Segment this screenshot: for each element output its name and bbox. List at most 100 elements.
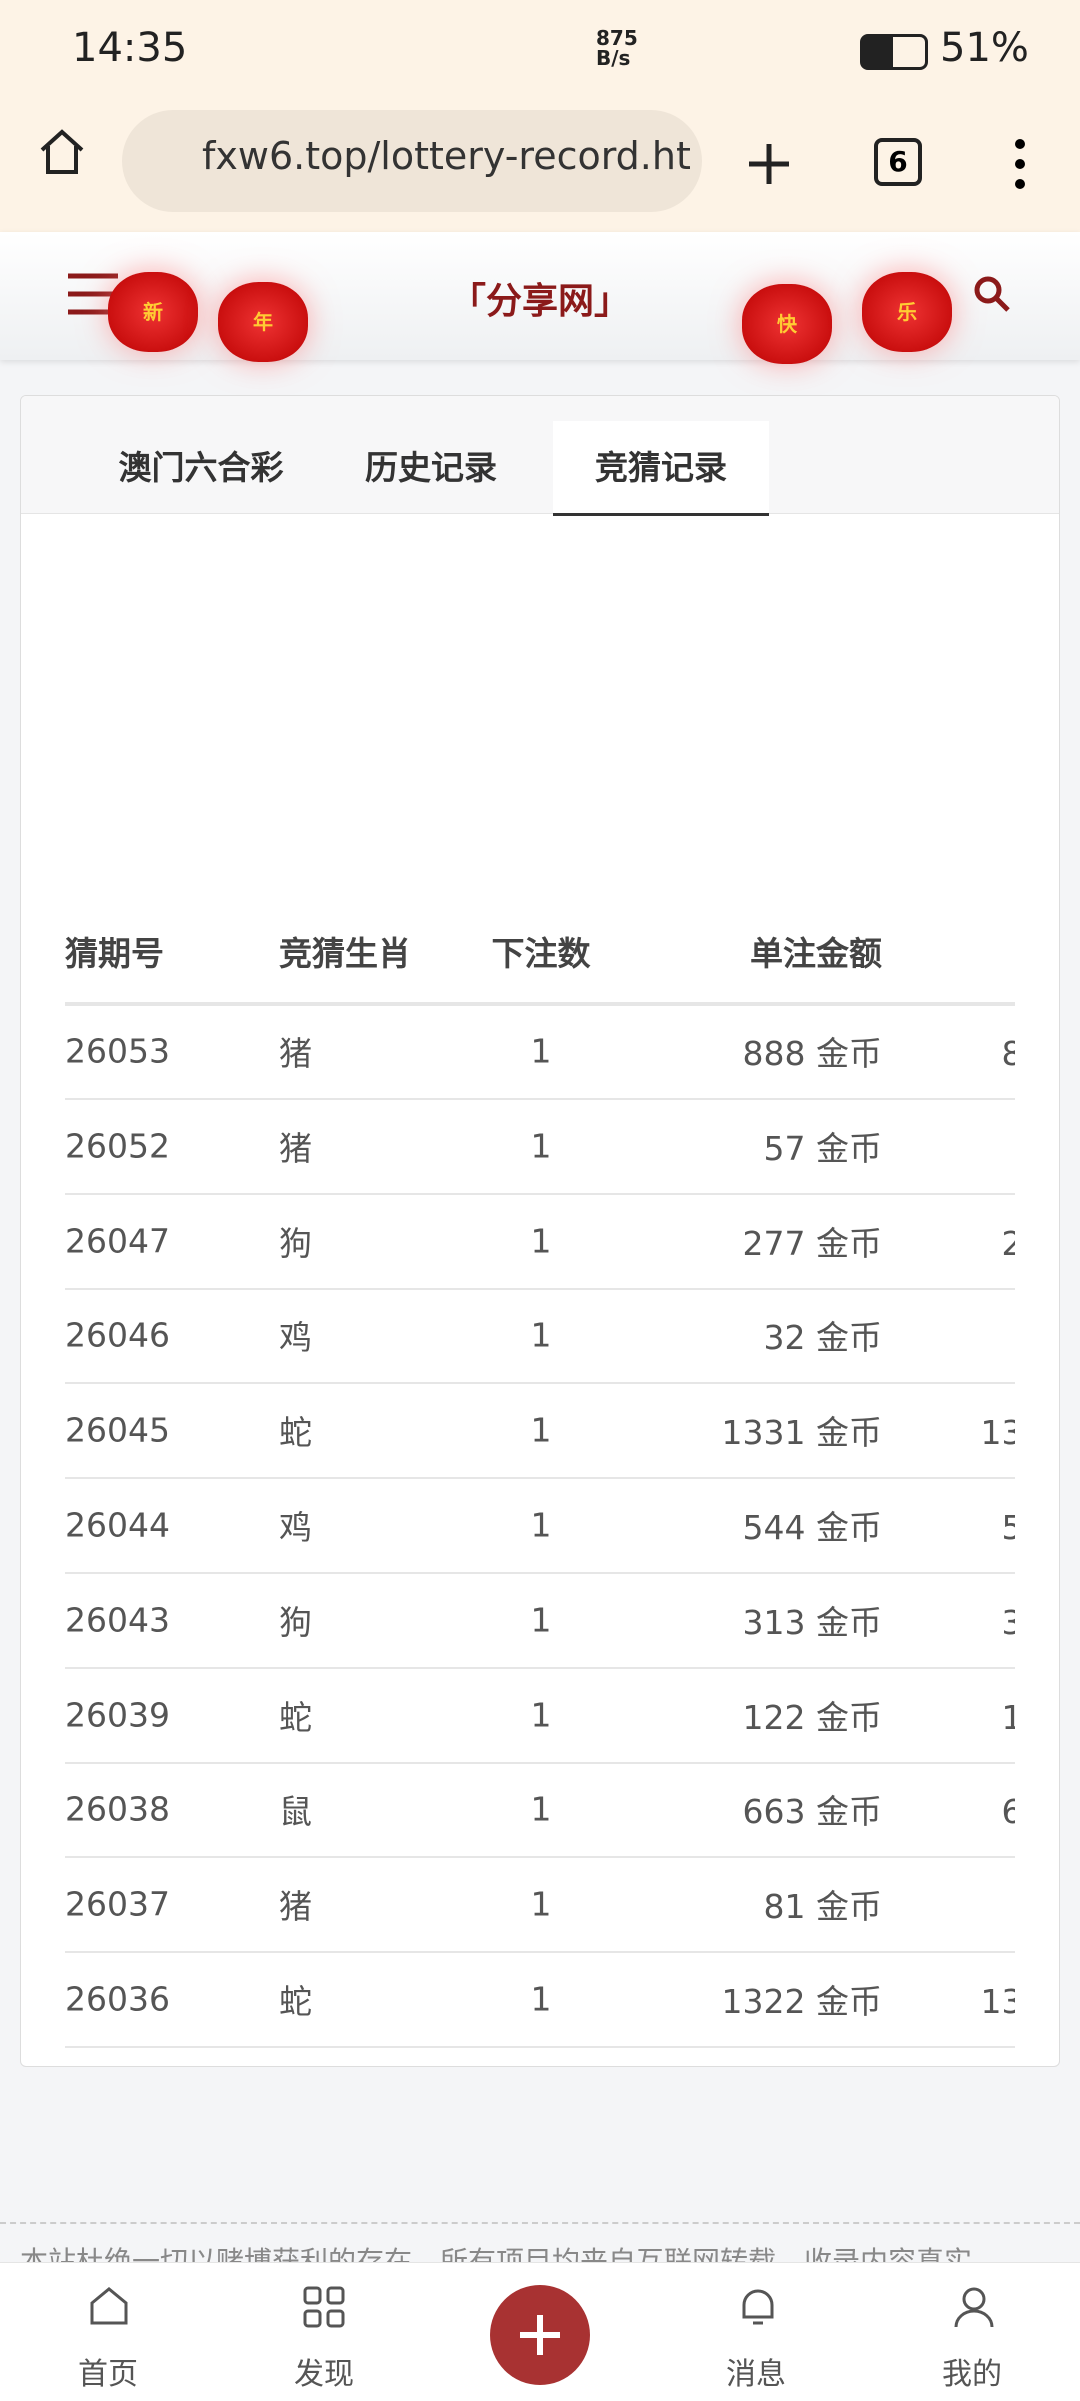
row-rule xyxy=(65,1477,1015,1480)
table-cell: 猪 xyxy=(279,1034,312,1073)
lantern: 年 xyxy=(218,282,308,362)
row-rule xyxy=(65,1287,1015,1290)
table-cell: 888 金币 xyxy=(742,1034,882,1073)
row-rule xyxy=(65,1666,1015,1669)
table-cell: 888 金币 xyxy=(1002,1027,1015,1075)
divider xyxy=(0,2222,1080,2224)
tab[interactable]: 历史记录 xyxy=(365,448,497,487)
nav-item[interactable]: 我的 xyxy=(942,2357,1002,2392)
search[interactable] xyxy=(972,274,1012,314)
table-cell: 277 金币 xyxy=(742,1223,882,1263)
tab-count[interactable]: 6 xyxy=(874,138,922,186)
table-cell: 544 金币 xyxy=(1002,1501,1015,1549)
row-rule xyxy=(65,1572,1015,1574)
row-rule xyxy=(65,1761,1015,1764)
table-cell: 1 xyxy=(530,1031,552,1071)
table-cell: 122 金币 xyxy=(1002,1691,1015,1739)
net-speed-unit: B/s xyxy=(596,46,631,70)
discover-icon xyxy=(303,2286,345,2328)
site-header: 「分享网」 新 年 快 乐 xyxy=(0,232,1080,364)
record-card: 澳门六合彩 历史记录 竞猜记录 猜期号竞猜生肖下注数单注金额总金额26053猪1… xyxy=(20,395,1060,2067)
table-cell: 1 xyxy=(530,1600,552,1640)
table-header: 下注数 xyxy=(491,934,591,973)
battery: 51% xyxy=(940,25,1029,71)
nav-item[interactable]: 首页 xyxy=(78,2357,138,2392)
table-cell: 蛇 xyxy=(279,1697,312,1737)
table-cell: 544 金币 xyxy=(742,1508,882,1547)
home-icon xyxy=(90,2287,128,2325)
table-cell: 1322 金币 xyxy=(980,1982,1015,2021)
lantern: 乐 xyxy=(862,272,952,352)
table-cell: 26047 xyxy=(65,1221,170,1261)
new-tab[interactable] xyxy=(745,140,793,188)
table-cell: 32 金币 xyxy=(763,1318,882,1358)
nav-item[interactable]: 发现 xyxy=(294,2357,354,2392)
table-cell: 1 xyxy=(530,1410,552,1450)
table-cell: 1 xyxy=(530,1979,552,2019)
table-cell: 1331 金币 xyxy=(721,1413,882,1453)
table-cell: 81 金币 xyxy=(763,1887,882,1927)
table-cell: 鸡 xyxy=(279,1508,312,1547)
table-cell: 26053 xyxy=(65,1031,170,1071)
table-cell: 1 xyxy=(530,1505,552,1545)
header-rule xyxy=(65,1002,1015,1006)
table-cell: 狗 xyxy=(279,1223,312,1263)
table-cell: 1322 金币 xyxy=(721,1982,882,2021)
table-cell: 蛇 xyxy=(279,1982,312,2021)
home-button[interactable] xyxy=(38,128,86,176)
table-cell: 鸡 xyxy=(279,1318,312,1358)
table-cell: 1 xyxy=(530,1884,552,1924)
row-rule xyxy=(65,1382,1015,1385)
table-cell: 猪 xyxy=(279,1887,312,1927)
table-cell: 26036 xyxy=(65,1979,170,2019)
active-tab-bg xyxy=(553,421,769,516)
table-header: 猜期号 xyxy=(65,934,164,973)
tab[interactable]: 澳门六合彩 xyxy=(118,448,284,487)
url: fxw6.top/lottery-record.ht xyxy=(202,134,691,178)
nav-item[interactable]: 消息 xyxy=(726,2357,786,2392)
table-cell: 1 xyxy=(530,1221,552,1261)
table-header: 竞猜生肖 xyxy=(279,934,411,973)
url-bar: fxw6.top/lottery-record.ht 6 xyxy=(0,100,1080,232)
menu[interactable] xyxy=(1010,136,1030,192)
table-cell: 1 xyxy=(530,1695,552,1735)
net-speed-value: 875 xyxy=(596,26,638,50)
table-cell: 277 金币 xyxy=(1002,1217,1015,1265)
table-cell: 1 xyxy=(530,1315,552,1355)
table-cell: 26043 xyxy=(65,1600,170,1640)
address[interactable]: fxw6.top/lottery-record.ht xyxy=(122,110,702,212)
lantern: 快 xyxy=(742,284,832,364)
record-table: 猜期号竞猜生肖下注数单注金额总金额26053猪1888 金币888 金币2605… xyxy=(65,513,1015,2063)
tab-strip xyxy=(21,396,1059,514)
table-cell: 狗 xyxy=(279,1602,312,1642)
table-cell: 663 金币 xyxy=(1002,1785,1015,1833)
table-cell: 26052 xyxy=(65,1126,170,1166)
table-cell: 313 金币 xyxy=(742,1602,882,1642)
table-cell: 1 xyxy=(530,1126,552,1166)
table-cell: 26039 xyxy=(65,1695,170,1735)
row-rule xyxy=(65,1192,1015,1195)
table-cell: 蛇 xyxy=(279,1413,312,1453)
row-rule xyxy=(65,1098,1015,1100)
tab[interactable]: 竞猜记录 xyxy=(595,448,727,487)
table-cell: 26045 xyxy=(65,1410,170,1450)
user-icon xyxy=(954,2287,994,2328)
post-button[interactable] xyxy=(490,2285,590,2385)
status-bar: 14:35 875 B/s 51% xyxy=(0,0,1080,100)
row-rule xyxy=(65,2046,1015,2048)
table-cell: 鼠 xyxy=(279,1792,312,1832)
time: 14:35 xyxy=(72,25,188,71)
bell-icon xyxy=(742,2289,774,2325)
table-header: 单注金额 xyxy=(750,934,882,973)
table-cell: 猪 xyxy=(279,1128,312,1168)
bottom-nav: 首页 发现 消息 我的 xyxy=(0,2262,1080,2401)
table-cell: 663 金币 xyxy=(742,1792,882,1832)
net-speed: 875 B/s xyxy=(596,28,638,68)
table-cell: 57 金币 xyxy=(763,1128,882,1168)
table-cell: 26037 xyxy=(65,1884,170,1924)
table-cell: 313 金币 xyxy=(1002,1596,1015,1644)
table-cell: 26044 xyxy=(65,1505,170,1545)
table-cell: 26038 xyxy=(65,1789,170,1829)
lantern: 新 xyxy=(108,272,198,352)
